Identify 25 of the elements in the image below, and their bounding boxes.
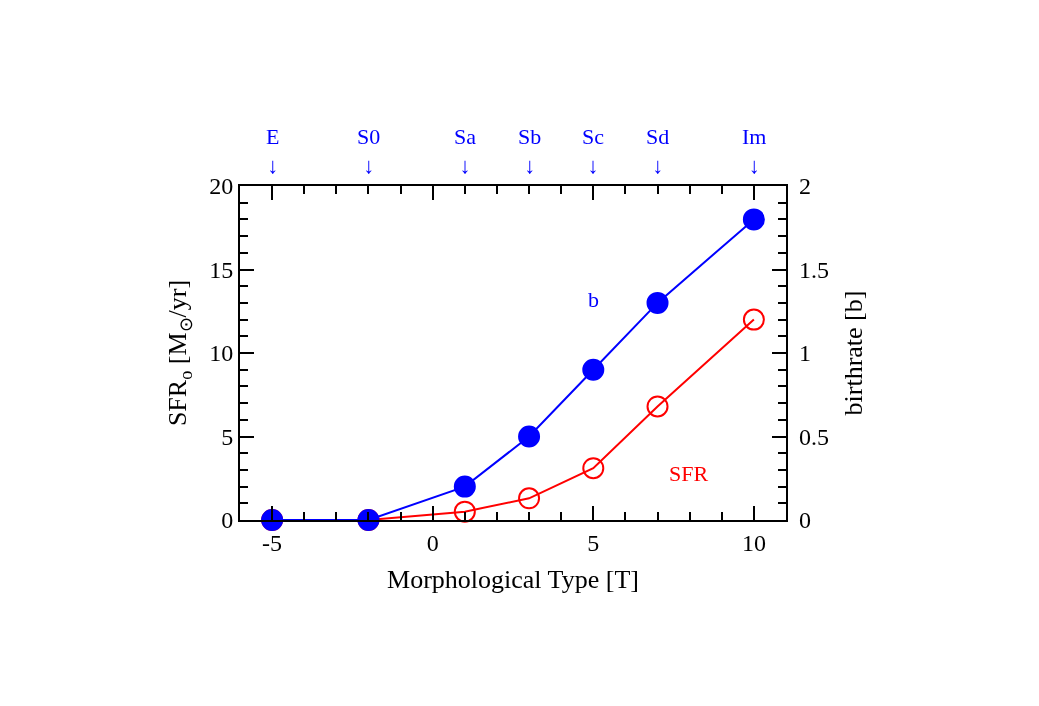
x-tick-label: 5 [587,529,600,556]
y-tick-label: 20 [209,173,234,200]
annotation: Sb ↓ [518,124,542,178]
annotation: Sc ↓ [582,124,605,178]
y-tick-label: 10 [209,340,234,367]
x-tick-label: -5 [262,529,283,556]
y-tick-label: 15 [209,256,234,283]
x-axis-title: Morphological Type [T] [387,565,639,594]
y-tick-label: 0 [221,507,234,534]
y2-tick-label: 0 [799,507,811,534]
x-tick-label: 10 [741,529,766,556]
annotation: Sd ↓ [646,124,670,178]
y2-tick-label: 1.5 [799,256,829,283]
series-label: b [588,287,599,312]
annotation: Sa ↓ [454,124,477,178]
y2-axis-title: birthrate [b] [838,290,868,416]
annotation: E ↓ [266,124,280,178]
annotation: Im ↓ [742,124,767,178]
text: SFR [669,461,709,486]
y2-tick-label: 0.5 [799,423,829,450]
annotation: S0 ↓ [357,124,381,178]
y2-tick-label: 2 [799,173,811,200]
x-tick-label: 0 [426,529,439,556]
y-tick-label: 5 [221,423,234,450]
y2-tick-label: 1 [799,340,811,367]
